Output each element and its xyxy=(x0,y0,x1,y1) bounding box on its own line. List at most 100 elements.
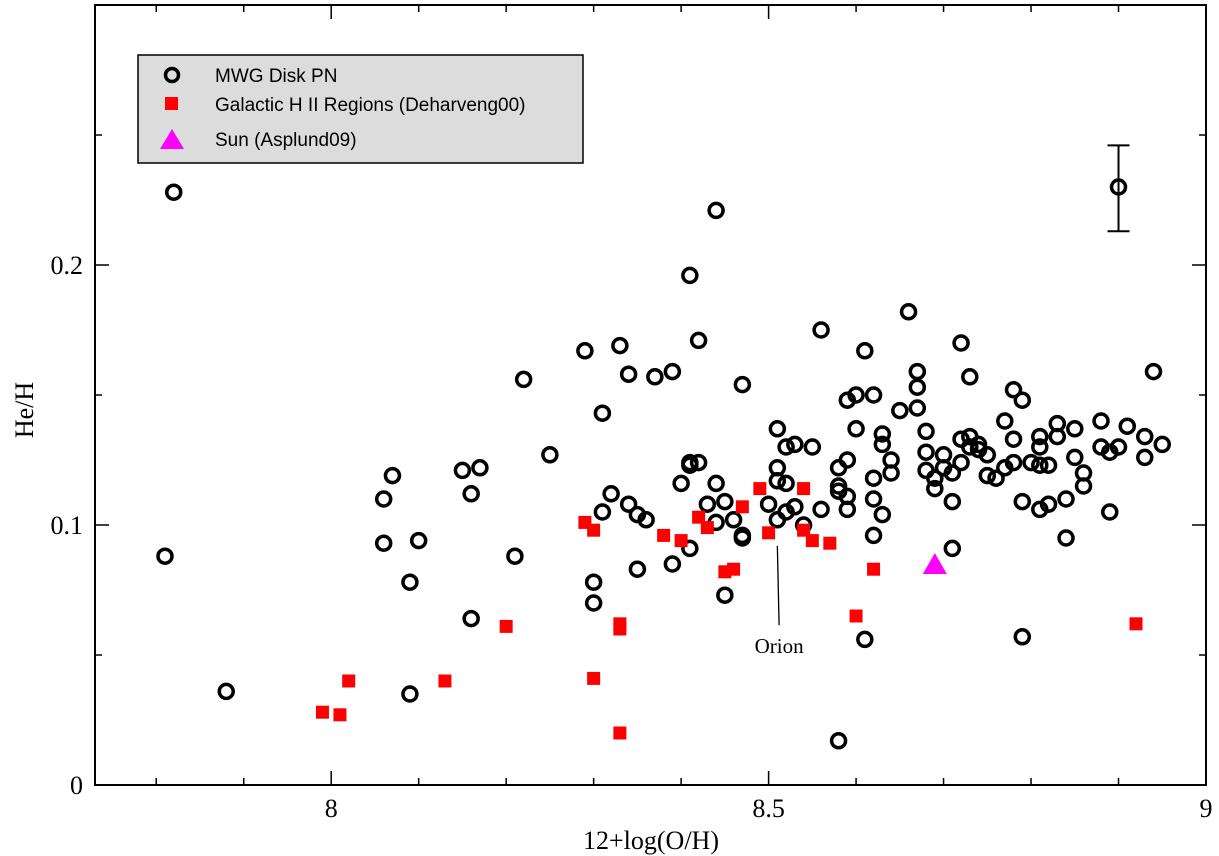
pn-data-point xyxy=(374,490,393,508)
legend-hii-marker xyxy=(165,97,178,110)
hii-data-point xyxy=(867,562,881,576)
pn-data-point xyxy=(156,547,174,565)
pn-data-point xyxy=(864,469,883,487)
pn-data-point xyxy=(471,459,489,477)
hii-data-point xyxy=(613,622,627,636)
pn-data-point xyxy=(628,560,647,578)
pn-data-point xyxy=(164,183,183,201)
pn-data-point xyxy=(926,479,944,498)
pn-data-point xyxy=(786,435,804,454)
hii-data-point xyxy=(333,708,347,722)
hii-data-point xyxy=(797,482,811,496)
pn-data-point xyxy=(663,555,682,573)
pn-data-point xyxy=(1066,448,1084,467)
pn-data-point xyxy=(462,609,480,628)
pn-data-point xyxy=(1118,417,1137,435)
data-points xyxy=(156,144,1172,750)
pn-data-point xyxy=(401,573,419,591)
pn-data-point xyxy=(978,466,997,485)
pn-data-point xyxy=(952,453,970,472)
x-tick-label: 8.5 xyxy=(752,794,785,823)
pn-data-point xyxy=(786,498,804,516)
pn-data-point xyxy=(847,386,865,404)
pn-data-point xyxy=(943,464,962,482)
hii-data-point xyxy=(805,534,819,548)
hii-data-point xyxy=(727,562,741,576)
pn-data-point xyxy=(689,453,708,472)
hii-data-point xyxy=(753,482,767,496)
y-tick-label: 0.1 xyxy=(51,511,84,540)
pn-data-point xyxy=(689,331,708,350)
pn-data-point xyxy=(908,399,927,417)
pn-data-point xyxy=(987,469,1005,487)
pn-data-point xyxy=(383,466,402,485)
pn-data-point xyxy=(882,464,900,482)
pn-data-point xyxy=(663,362,682,381)
pn-data-point xyxy=(646,368,664,386)
axis-ticks: 8 8.5 9 0 0.1 0.2 xyxy=(51,4,1213,823)
pn-data-point xyxy=(707,474,725,493)
pn-data-point xyxy=(733,529,752,547)
pn-data-point xyxy=(917,443,935,461)
pn-data-point xyxy=(838,500,857,519)
pn-data-point xyxy=(1004,453,1023,472)
hii-data-point xyxy=(797,523,811,537)
hii-data-point xyxy=(692,510,706,524)
y-tick-label: 0.2 xyxy=(51,251,84,280)
pn-data-point xyxy=(926,469,944,487)
pn-data-point xyxy=(716,492,734,511)
pn-data-point xyxy=(1022,453,1040,472)
pn-data-point xyxy=(978,446,997,464)
pn-data-point xyxy=(716,586,734,604)
hii-data-point xyxy=(1129,617,1143,631)
pn-data-point xyxy=(812,500,830,519)
pn-data-point xyxy=(1057,490,1075,508)
pn-data-point xyxy=(637,511,655,529)
pn-data-point xyxy=(1109,438,1128,456)
pn-data-point xyxy=(864,490,883,508)
pn-data-point xyxy=(1136,427,1154,446)
pn-data-point xyxy=(943,492,962,511)
pn-data-point xyxy=(759,495,778,513)
annotation-label: Orion xyxy=(755,634,804,658)
pn-data-point xyxy=(1039,495,1058,513)
y-axis-label: He/H xyxy=(10,382,39,439)
legend-sun-marker xyxy=(160,129,184,149)
pn-data-point xyxy=(681,539,699,558)
pn-data-point xyxy=(1013,628,1032,646)
x-tick-label: 8 xyxy=(325,794,338,823)
pn-data-point xyxy=(584,573,603,591)
pn-data-point xyxy=(1074,477,1093,495)
pn-data-point xyxy=(803,438,822,456)
pn-data-point xyxy=(1136,448,1154,467)
legend-label-pn: MWG Disk PN xyxy=(215,66,337,87)
pn-data-point xyxy=(856,342,874,360)
pn-data-point xyxy=(1013,492,1032,511)
pn-data-point xyxy=(943,539,962,558)
pn-data-point xyxy=(611,336,629,355)
pn-data-point xyxy=(541,446,559,464)
pn-data-point xyxy=(1013,391,1032,409)
pn-data-point xyxy=(602,485,620,503)
pn-data-point xyxy=(856,630,874,649)
pn-data-point xyxy=(1144,362,1163,381)
pn-data-point xyxy=(1004,430,1023,448)
pn-data-point xyxy=(838,451,857,469)
pn-data-point xyxy=(733,375,752,394)
pn-data-point xyxy=(891,401,909,420)
pn-data-point xyxy=(593,503,612,521)
pn-data-point xyxy=(873,435,892,454)
legend-box xyxy=(137,54,584,164)
pn-data-point xyxy=(707,201,725,220)
hii-data-point xyxy=(315,705,329,719)
pn-data-point xyxy=(453,461,472,480)
hii-data-point xyxy=(762,526,776,540)
pn-data-point xyxy=(593,404,612,422)
pn-data-point xyxy=(506,547,524,565)
pn-data-point xyxy=(1031,427,1049,446)
pn-data-point xyxy=(777,474,795,493)
pn-data-point xyxy=(1101,503,1119,521)
pn-data-point xyxy=(1153,435,1172,454)
pn-data-point xyxy=(619,495,638,513)
pn-data-point xyxy=(1048,427,1067,446)
